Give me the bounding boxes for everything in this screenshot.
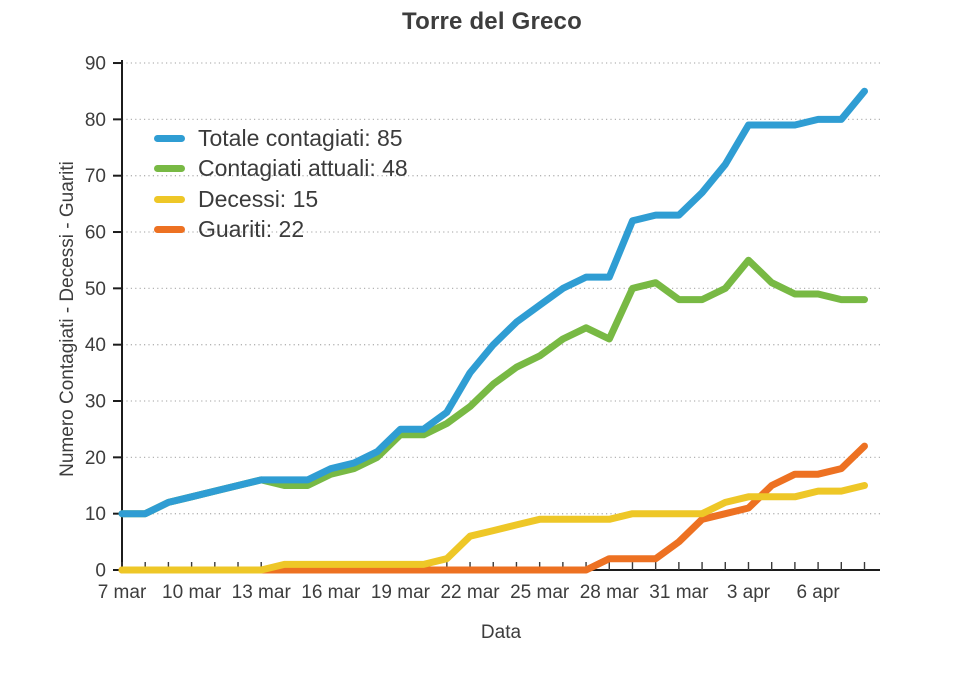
y-tick-label-40: 40: [85, 335, 106, 356]
y-tick-label-90: 90: [85, 54, 106, 75]
y-tick-label-0: 0: [95, 561, 106, 582]
legend-label-decessi: Decessi: 15: [198, 185, 319, 212]
x-tick-label-28 mar: 28 mar: [580, 582, 640, 603]
chart-title: Torre del Greco: [402, 8, 582, 35]
legend-swatch-totale: [154, 134, 185, 142]
x-tick-label-7 mar: 7 mar: [98, 582, 147, 603]
y-tick-label-50: 50: [85, 279, 106, 300]
y-tick-label-10: 10: [85, 504, 106, 525]
legend-label-attuali: Contagiati attuali: 48: [198, 155, 408, 182]
x-tick-label-13 mar: 13 mar: [232, 582, 292, 603]
x-tick-label-10 mar: 10 mar: [162, 582, 222, 603]
series-line-decessi: [118, 482, 868, 574]
y-tick-label-70: 70: [85, 166, 106, 187]
x-tick-label-3 apr: 3 apr: [727, 582, 771, 603]
y-tick-label-60: 60: [85, 223, 106, 244]
legend-swatch-decessi: [154, 195, 185, 203]
legend-item-totale: Totale contagiati: 85: [154, 123, 408, 154]
series-line-totale-contagiati: [118, 87, 868, 518]
y-tick-label-20: 20: [85, 448, 106, 469]
legend-swatch-attuali: [154, 165, 185, 173]
x-tick-label-22 mar: 22 mar: [440, 582, 500, 603]
legend-label-guariti: Guariti: 22: [198, 216, 305, 243]
y-tick-label-80: 80: [85, 110, 106, 131]
legend-item-decessi: Decessi: 15: [154, 184, 408, 215]
x-tick-label-16 mar: 16 mar: [301, 582, 361, 603]
x-tick-label-6 apr: 6 apr: [796, 582, 840, 603]
series-line-guariti: [118, 442, 868, 574]
x-tick-label-19 mar: 19 mar: [371, 582, 431, 603]
x-tick-label-31 mar: 31 mar: [649, 582, 709, 603]
series-line-contagiati-attuali: [118, 256, 868, 518]
legend-item-attuali: Contagiati attuali: 48: [154, 154, 408, 185]
legend-swatch-guariti: [154, 226, 185, 234]
x-tick-label-25 mar: 25 mar: [510, 582, 570, 603]
y-tick-label-30: 30: [85, 392, 106, 413]
legend: Totale contagiati: 85 Contagiati attuali…: [154, 123, 408, 245]
x-axis-title: Data: [480, 622, 522, 643]
legend-label-totale: Totale contagiati: 85: [198, 124, 403, 151]
y-axis-title: Numero Contagiati - Decessi - Guariti: [57, 161, 78, 477]
legend-item-guariti: Guariti: 22: [154, 215, 408, 246]
